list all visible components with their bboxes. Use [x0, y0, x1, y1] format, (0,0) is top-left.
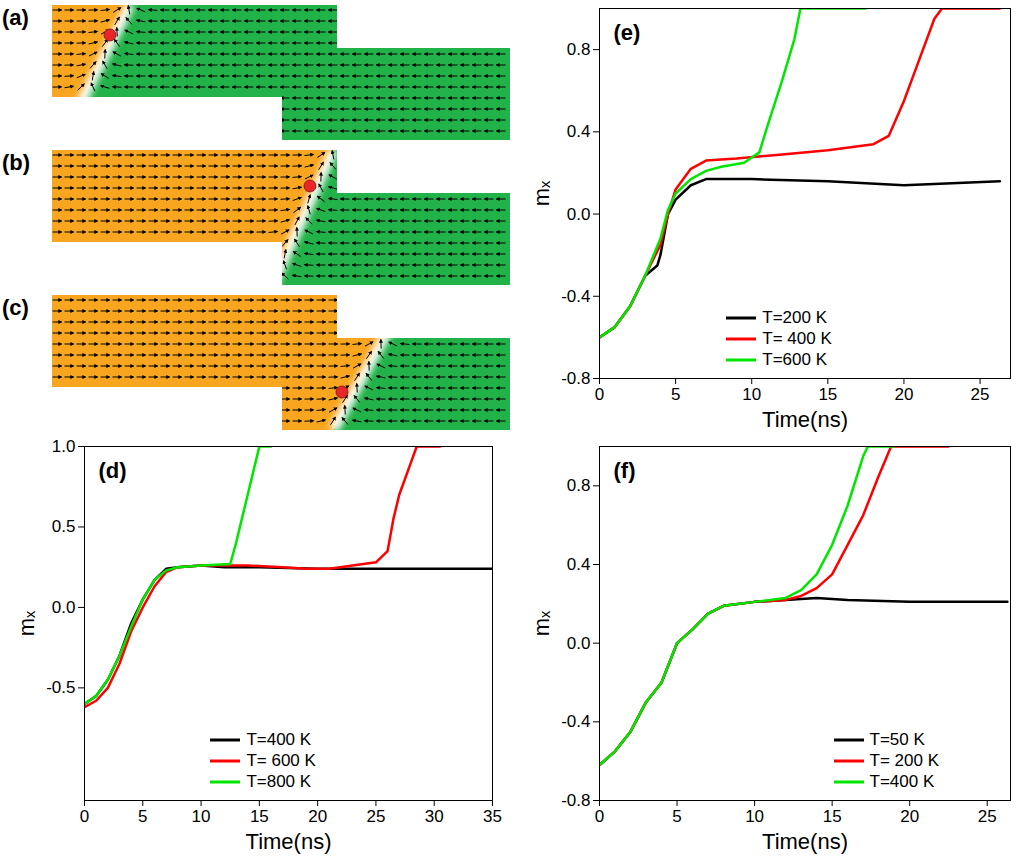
html-text:T=200 K: T=200 K: [762, 307, 827, 327]
svg-text:-0.5: -0.5: [46, 678, 75, 697]
svg-text:0.0: 0.0: [567, 204, 591, 223]
html-text:T=800 K: T=800 K: [246, 771, 312, 791]
svg-text:-0.4: -0.4: [561, 287, 590, 306]
svg-text:0: 0: [595, 385, 604, 404]
svg-text:5: 5: [672, 807, 681, 826]
svg-text:15: 15: [250, 807, 269, 826]
svg-text:Time(ns): Time(ns): [762, 407, 848, 432]
html-text:T=400 K: T=400 K: [869, 771, 935, 791]
svg-text:(e): (e): [614, 20, 641, 45]
svg-text:mₓ: mₓ: [529, 610, 554, 636]
svg-text:0: 0: [80, 807, 89, 826]
svg-text:0: 0: [595, 807, 604, 826]
html-text:T= 600 K: T= 600 K: [246, 750, 316, 770]
svg-text:30: 30: [425, 807, 444, 826]
svg-text:10: 10: [192, 807, 211, 826]
svg-text:0.4: 0.4: [567, 555, 591, 574]
svg-text:15: 15: [823, 807, 842, 826]
svg-text:20: 20: [900, 807, 919, 826]
svg-text:5: 5: [138, 807, 147, 826]
svg-text:10: 10: [745, 807, 764, 826]
svg-text:mₓ: mₓ: [14, 610, 39, 636]
svg-text:Time(ns): Time(ns): [246, 829, 332, 854]
html-text:T=50 K: T=50 K: [869, 729, 925, 749]
svg-text:Time(ns): Time(ns): [762, 829, 848, 854]
html-text:T= 400 K: T= 400 K: [762, 328, 832, 348]
svg-text:10: 10: [742, 385, 761, 404]
html-text:T= 200 K: T= 200 K: [869, 750, 939, 770]
svg-text:-0.4: -0.4: [561, 712, 590, 731]
svg-text:(b): (b): [2, 150, 30, 175]
svg-text:0.4: 0.4: [567, 122, 591, 141]
svg-text:(c): (c): [2, 295, 29, 320]
svg-text:0.8: 0.8: [567, 40, 591, 59]
svg-text:0.0: 0.0: [52, 598, 76, 617]
svg-text:0.8: 0.8: [567, 476, 591, 495]
svg-text:(f): (f): [614, 458, 636, 483]
svg-text:5: 5: [671, 385, 680, 404]
svg-text:15: 15: [818, 385, 837, 404]
svg-text:(a): (a): [2, 5, 29, 30]
svg-text:25: 25: [366, 807, 385, 826]
svg-text:-0.8: -0.8: [561, 369, 590, 388]
html-text:T=600 K: T=600 K: [762, 349, 827, 369]
svg-text:20: 20: [308, 807, 327, 826]
svg-text:0.5: 0.5: [52, 517, 76, 536]
svg-text:25: 25: [978, 807, 997, 826]
svg-text:25: 25: [971, 385, 990, 404]
svg-text:20: 20: [894, 385, 913, 404]
svg-text:1.0: 1.0: [52, 438, 76, 456]
html-text:T=400 K: T=400 K: [246, 729, 312, 749]
svg-text:35: 35: [483, 807, 502, 826]
svg-text:-0.8: -0.8: [561, 791, 590, 810]
svg-text:mₓ: mₓ: [529, 180, 554, 206]
svg-text:0.0: 0.0: [567, 634, 591, 653]
svg-text:(d): (d): [99, 458, 127, 483]
